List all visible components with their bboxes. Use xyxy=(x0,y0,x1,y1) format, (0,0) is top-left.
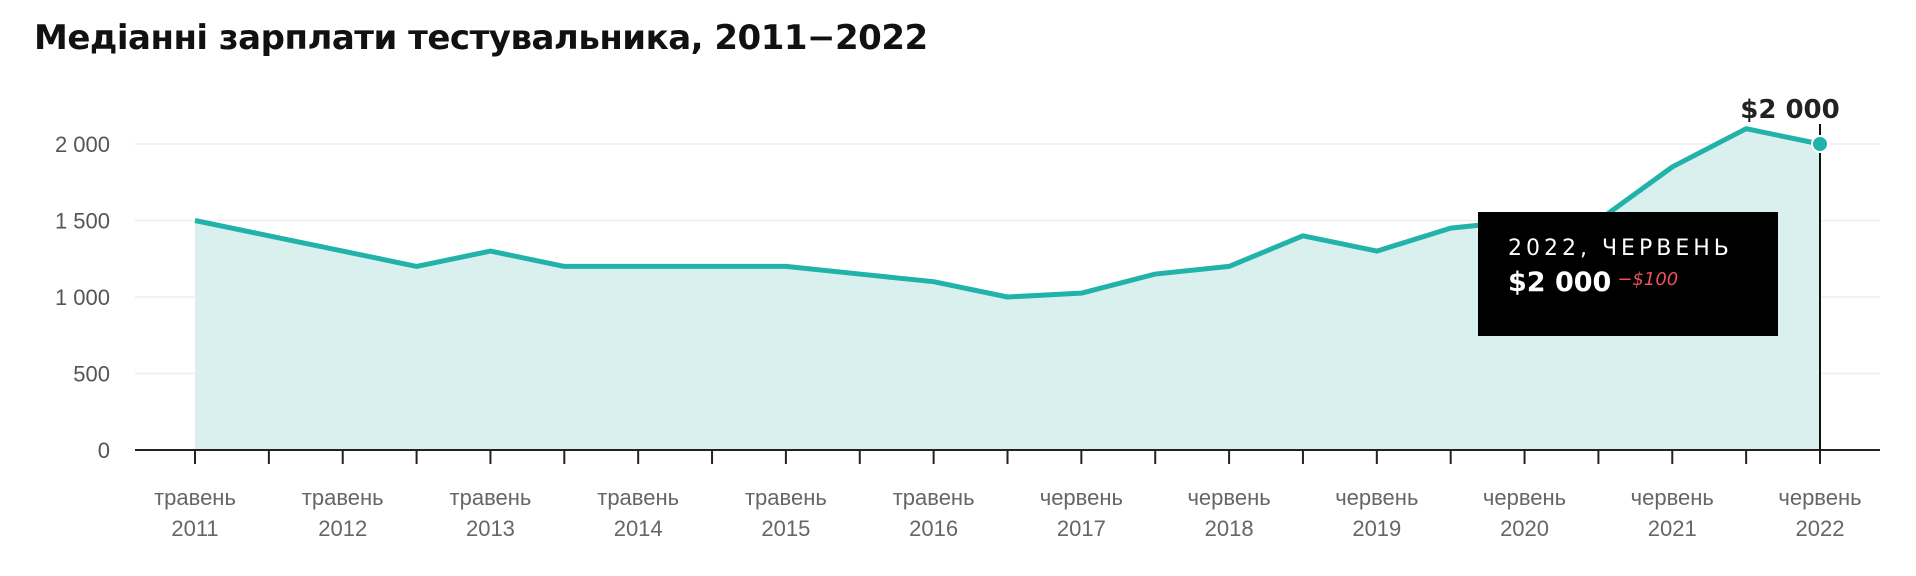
x-tick-label-year: 2017 xyxy=(1057,516,1106,541)
y-tick-label: 0 xyxy=(98,438,110,463)
x-tick-label-year: 2016 xyxy=(909,516,958,541)
x-tick-label-month: травень xyxy=(302,485,384,510)
x-tick-label-month: травень xyxy=(154,485,236,510)
x-tick-label-year: 2013 xyxy=(466,516,515,541)
x-axis-ticks xyxy=(194,450,1821,464)
tooltip: 2022, ЧЕРВЕНЬ $2 000 −$100 xyxy=(1478,212,1778,336)
y-tick-label: 1 500 xyxy=(55,209,110,234)
tooltip-value: $2 000 xyxy=(1508,267,1612,298)
x-tick-label-year: 2015 xyxy=(761,516,810,541)
x-axis-labels: травень 2011 травень 2012 травень 2013 травень… xyxy=(154,485,1862,541)
chart-title: Медіанні зарплати тестувальника, 2011−20… xyxy=(34,18,928,58)
x-tick-label-month: червень xyxy=(1778,485,1861,510)
x-tick-label-year: 2018 xyxy=(1205,516,1254,541)
x-tick-label-month: травень xyxy=(745,485,827,510)
x-tick-label-year: 2022 xyxy=(1796,516,1845,541)
y-tick-label: 2 000 xyxy=(55,132,110,157)
x-tick-label-month: червень xyxy=(1335,485,1418,510)
tooltip-delta: −$100 xyxy=(1617,269,1679,290)
x-tick-label-month: червень xyxy=(1483,485,1566,510)
x-tick-label-year: 2012 xyxy=(318,516,367,541)
x-tick-label-month: червень xyxy=(1187,485,1270,510)
y-axis-labels: 0 500 1 000 1 500 2 000 xyxy=(55,132,110,463)
y-tick-label: 500 xyxy=(73,362,110,387)
x-tick-label-year: 2019 xyxy=(1352,516,1401,541)
x-tick-label-month: червень xyxy=(1631,485,1714,510)
x-tick-label-year: 2014 xyxy=(614,516,663,541)
x-tick-label-month: червень xyxy=(1040,485,1123,510)
highlight-point[interactable] xyxy=(1811,135,1829,153)
x-tick-label-year: 2011 xyxy=(171,516,218,541)
x-tick-label-month: травень xyxy=(450,485,532,510)
highlight-value-label: $2 000 xyxy=(1740,95,1840,125)
tooltip-date: 2022, ЧЕРВЕНЬ xyxy=(1508,236,1733,261)
x-tick-label-year: 2021 xyxy=(1648,516,1697,541)
x-tick-label-month: травень xyxy=(893,485,975,510)
y-tick-label: 1 000 xyxy=(55,285,110,310)
x-tick-label-month: травень xyxy=(597,485,679,510)
x-tick-label-year: 2020 xyxy=(1500,516,1549,541)
area-fill xyxy=(195,128,1820,450)
